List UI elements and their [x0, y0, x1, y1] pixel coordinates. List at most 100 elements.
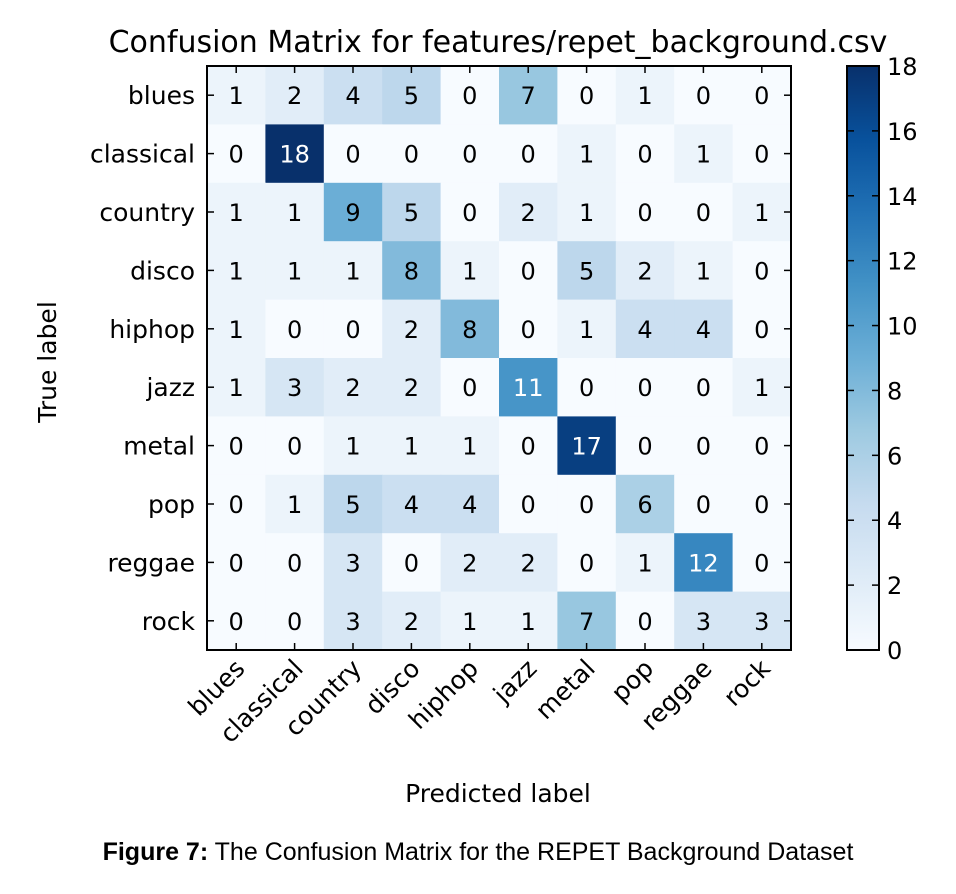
- matrix-cell: [207, 66, 266, 125]
- cell-value-label: 0: [696, 374, 711, 402]
- cell-value-label: 0: [229, 608, 244, 636]
- cell-value-label: 0: [287, 549, 302, 577]
- matrix-cell: [440, 533, 500, 593]
- cell-value-label: 9: [345, 199, 360, 227]
- cell-value-label: 0: [287, 316, 302, 344]
- cell-value-label: 0: [579, 374, 594, 402]
- matrix-cell: [615, 416, 675, 476]
- matrix-cell: [732, 241, 792, 301]
- y-tick-label: pop: [148, 490, 195, 519]
- cell-value-label: 12: [688, 549, 719, 577]
- cell-value-label: 0: [462, 82, 477, 110]
- cell-value-label: 0: [229, 433, 244, 461]
- cell-value-label: 2: [521, 199, 536, 227]
- matrix-cell: [207, 358, 266, 417]
- caption-text: The Confusion Matrix for the REPET Backg…: [208, 838, 854, 866]
- cell-value-label: 1: [637, 549, 652, 577]
- cell-value-label: 5: [404, 82, 419, 110]
- matrix-cell: [207, 416, 266, 476]
- x-tick-label: rock: [718, 653, 777, 712]
- cell-value-label: 1: [696, 141, 711, 169]
- cell-value-label: 1: [404, 433, 419, 461]
- matrix-cell: [440, 299, 500, 359]
- cell-value-label: 0: [754, 82, 769, 110]
- matrix-cell: [674, 358, 734, 417]
- y-axis-label: True label: [33, 301, 62, 424]
- cell-value-label: 4: [404, 491, 419, 519]
- matrix-cell: [382, 474, 442, 534]
- cell-value-label: 1: [229, 374, 244, 402]
- matrix-cell: [615, 124, 675, 184]
- matrix-cell: [382, 533, 442, 593]
- confusion-matrix-chart: Confusion Matrix for features/repet_back…: [33, 25, 918, 808]
- cell-value-label: 1: [521, 608, 536, 636]
- cell-value-label: 0: [229, 491, 244, 519]
- matrix-cell: [732, 299, 792, 359]
- cell-value-label: 1: [637, 82, 652, 110]
- cell-value-label: 0: [754, 433, 769, 461]
- matrix-cell: [499, 474, 558, 534]
- y-tick-label: hiphop: [109, 315, 195, 344]
- cell-value-label: 2: [462, 549, 477, 577]
- cell-value-label: 5: [404, 199, 419, 227]
- matrix-cell: [207, 533, 266, 593]
- matrix-cell: [557, 241, 617, 301]
- x-tick-label: metal: [530, 654, 601, 725]
- matrix-cell: [499, 591, 558, 651]
- matrix-cell: [382, 358, 442, 417]
- matrix-cell: [382, 591, 442, 651]
- matrix-cell: [674, 66, 734, 125]
- cell-value-label: 7: [521, 82, 536, 110]
- cell-value-label: 0: [696, 82, 711, 110]
- matrix-cell: [557, 299, 617, 359]
- matrix-cell: [615, 591, 675, 651]
- matrix-cell: [732, 124, 792, 184]
- matrix-cell: [732, 182, 792, 242]
- cell-value-label: 0: [521, 257, 536, 285]
- cell-value-label: 1: [579, 316, 594, 344]
- cell-value-label: 2: [521, 549, 536, 577]
- cell-value-label: 4: [345, 82, 360, 110]
- matrix-cell: [557, 124, 617, 184]
- cell-value-label: 1: [579, 141, 594, 169]
- cell-value-label: 1: [754, 374, 769, 402]
- colorbar: [846, 65, 880, 651]
- y-tick-label: disco: [130, 256, 195, 285]
- matrix-cell: [440, 416, 500, 476]
- cell-value-label: 5: [579, 257, 594, 285]
- cell-value-label: 0: [521, 433, 536, 461]
- cell-value-label: 1: [579, 199, 594, 227]
- cell-value-label: 8: [404, 257, 419, 285]
- cell-value-label: 0: [462, 199, 477, 227]
- y-tick-label: blues: [128, 81, 195, 110]
- matrix-cell: [440, 66, 500, 125]
- matrix-cell: [557, 591, 617, 651]
- cell-value-label: 2: [345, 374, 360, 402]
- matrix-cell: [557, 182, 617, 242]
- matrix-cell: [674, 474, 734, 534]
- matrix-cell: [499, 241, 558, 301]
- cell-value-label: 3: [345, 608, 360, 636]
- matrix-cell: [440, 241, 500, 301]
- cell-value-label: 0: [637, 433, 652, 461]
- cell-value-label: 0: [229, 549, 244, 577]
- matrix-cell: [265, 66, 325, 125]
- matrix-cell: [440, 474, 500, 534]
- cell-value-label: 0: [287, 608, 302, 636]
- matrix-cell: [323, 416, 383, 476]
- cell-value-label: 0: [345, 141, 360, 169]
- cell-value-label: 0: [696, 491, 711, 519]
- matrix-cell: [557, 358, 617, 417]
- matrix-cell: [615, 241, 675, 301]
- cell-value-label: 0: [754, 141, 769, 169]
- matrix-cell: [615, 66, 675, 125]
- matrix-cell: [674, 533, 734, 593]
- matrix-cell: [674, 591, 734, 651]
- matrix-cell: [615, 182, 675, 242]
- cell-value-label: 0: [637, 374, 652, 402]
- cell-value-label: 1: [345, 257, 360, 285]
- matrix-cell: [499, 299, 558, 359]
- y-tick-label: country: [99, 198, 195, 227]
- matrix-cell: [674, 124, 734, 184]
